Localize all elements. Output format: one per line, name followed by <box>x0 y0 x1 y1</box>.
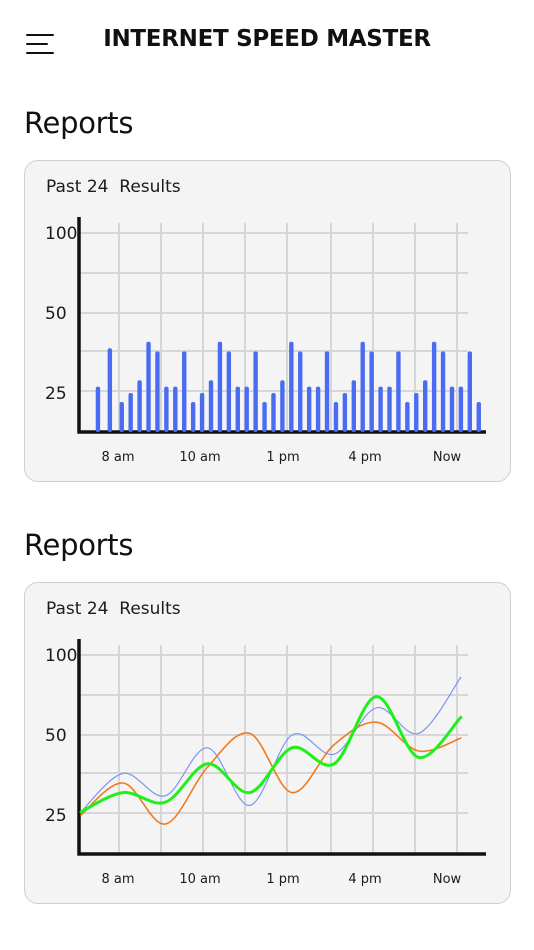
x-tick-label: Now <box>433 872 462 887</box>
card-caption: Past 24 Results <box>46 177 181 197</box>
y-tick-label: 25 <box>45 384 67 404</box>
bar <box>271 393 276 432</box>
app-header: INTERNET SPEED MASTER <box>0 0 534 84</box>
bar <box>467 351 473 432</box>
bar <box>253 351 258 432</box>
y-tick-label: 100 <box>45 224 77 244</box>
y-tick-label: 25 <box>45 806 67 826</box>
bar <box>387 386 392 432</box>
bar <box>378 386 383 432</box>
bar <box>306 386 312 432</box>
y-tick-label: 100 <box>45 646 77 666</box>
section-title-2: Reports <box>24 528 134 562</box>
series-line-blue <box>80 676 462 813</box>
bar <box>226 351 232 432</box>
x-tick-label: 1 pm <box>266 450 299 465</box>
report-card-line: Past 24 Results 100 50 25 8 am 10 am 1 pm 4 pm… <box>24 582 511 904</box>
bar <box>333 402 339 432</box>
bar <box>423 380 428 432</box>
x-tick-label: Now <box>433 450 462 465</box>
series-line-green <box>79 695 463 814</box>
bar <box>315 386 321 432</box>
bar <box>262 402 267 432</box>
y-tick-label: 50 <box>45 726 67 746</box>
bar <box>342 393 348 432</box>
line-chart: 100 50 25 8 am 10 am 1 pm 4 pm Now <box>45 639 486 887</box>
hamburger-menu-icon[interactable] <box>26 32 58 56</box>
bar <box>217 341 223 432</box>
bar <box>208 380 214 432</box>
bar <box>431 341 437 432</box>
report-card-bar: Past 24 Results 100 50 25 8 am 10 am 1 pm 4 pm… <box>24 160 511 482</box>
x-tick-label: 8 am <box>101 872 134 887</box>
x-tick-label: 8 am <box>101 450 134 465</box>
bar <box>405 402 410 432</box>
bar <box>324 351 330 432</box>
x-tick-label: 10 am <box>179 872 220 887</box>
bar <box>414 393 419 432</box>
bar <box>190 402 196 432</box>
card-caption: Past 24 Results <box>46 599 181 619</box>
y-tick-label: 50 <box>45 304 67 324</box>
bar <box>476 402 481 432</box>
x-tick-label: 4 pm <box>348 450 381 465</box>
bar <box>164 386 169 432</box>
bar <box>351 380 356 432</box>
bar <box>137 380 142 432</box>
bar <box>128 393 133 432</box>
bar <box>289 341 294 432</box>
bar <box>95 386 101 432</box>
bar <box>235 386 240 432</box>
bar <box>449 386 455 432</box>
bar <box>298 351 303 432</box>
bar <box>440 351 446 432</box>
bar-chart: 100 50 25 8 am 10 am 1 pm 4 pm Now <box>45 217 486 465</box>
x-tick-label: 1 pm <box>266 872 299 887</box>
bar <box>244 386 249 432</box>
bar <box>119 402 124 432</box>
bar <box>360 341 365 432</box>
bar <box>155 351 160 432</box>
bar <box>458 386 464 432</box>
x-tick-label: 4 pm <box>348 872 381 887</box>
bar <box>396 351 401 432</box>
bar <box>173 386 178 432</box>
section-title-1: Reports <box>24 106 134 140</box>
bar <box>280 380 285 432</box>
bar <box>107 348 113 432</box>
series-line-orange <box>80 721 462 825</box>
app-title: INTERNET SPEED MASTER <box>103 26 431 52</box>
x-tick-label: 10 am <box>179 450 220 465</box>
bar <box>199 393 205 432</box>
bar <box>182 351 187 432</box>
bar <box>369 351 374 432</box>
bar <box>146 341 151 432</box>
